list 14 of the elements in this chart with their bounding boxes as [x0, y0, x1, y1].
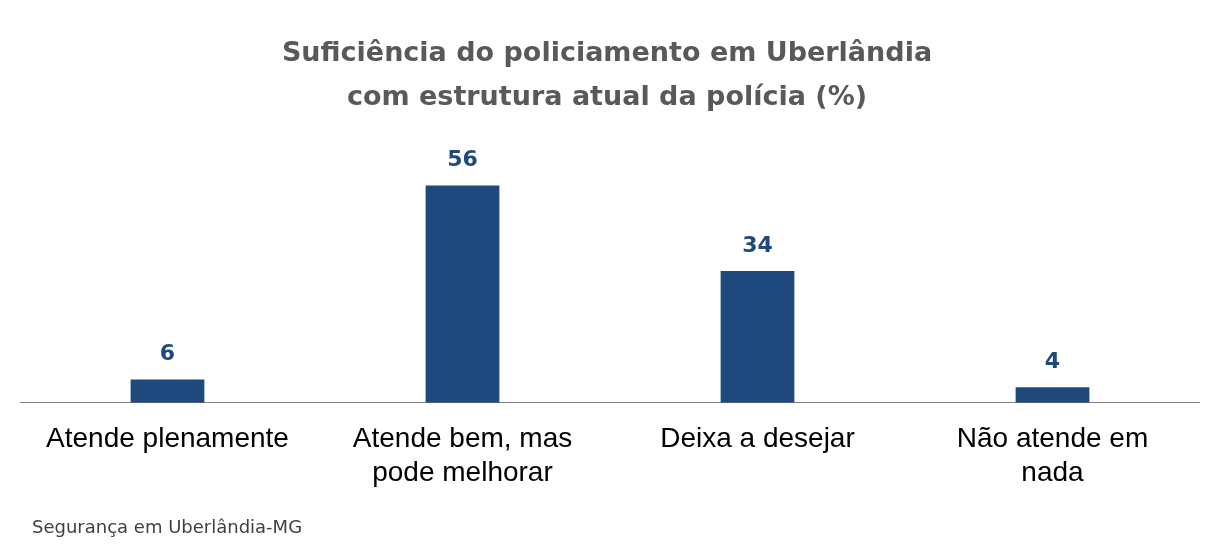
data-label: 56 — [447, 146, 478, 172]
x-tick-label: Atende bem, mas pode melhorar — [352, 422, 573, 487]
x-tick-label: Atende plenamente — [46, 422, 289, 454]
chart-title: Suficiência do policiamento em Uberlândia com estrutura atual da polícia (%) — [280, 35, 934, 113]
bar — [720, 270, 795, 403]
x-tick-label: Não atende em nada — [956, 422, 1149, 487]
x-tick-label: Deixa a desejar — [660, 422, 855, 454]
data-label: 6 — [159, 340, 176, 366]
bar — [130, 379, 205, 403]
data-label: 4 — [1044, 348, 1061, 373]
bar — [425, 185, 500, 403]
data-label: 34 — [742, 231, 773, 257]
text: Segurança em Uberlândia-MG — [32, 516, 303, 537]
bar — [1015, 387, 1090, 403]
